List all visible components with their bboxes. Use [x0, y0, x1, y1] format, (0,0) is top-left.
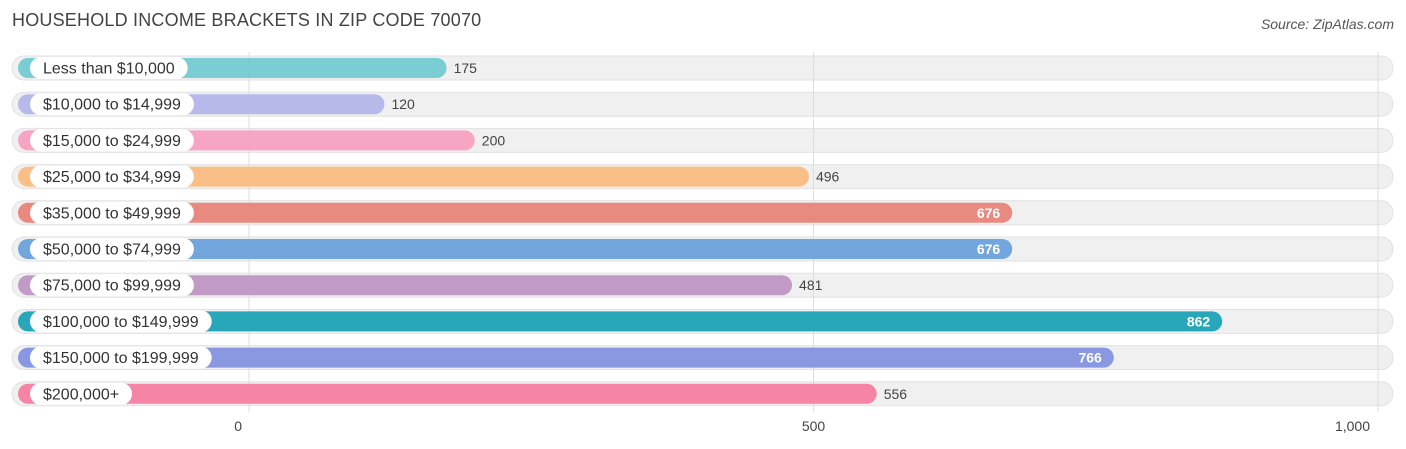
- category-label: $150,000 to $199,999: [43, 350, 199, 367]
- bar: [18, 166, 809, 187]
- category-label: Less than $10,000: [43, 61, 175, 78]
- x-tick-label: 0: [234, 418, 242, 434]
- bar: [18, 239, 1013, 259]
- x-tick-label: 1,000: [1335, 418, 1370, 434]
- value-label: 496: [816, 169, 840, 185]
- category-label: $75,000 to $99,999: [43, 278, 181, 295]
- value-label: 481: [799, 277, 823, 293]
- bar: [18, 275, 793, 296]
- value-label: 862: [1187, 313, 1211, 329]
- value-label: 556: [884, 386, 908, 402]
- category-pill: [30, 274, 194, 297]
- x-tick-label: 500: [802, 418, 826, 434]
- category-label: $100,000 to $149,999: [43, 314, 199, 331]
- category-pill: [30, 310, 212, 333]
- category-label: $15,000 to $24,999: [43, 133, 181, 150]
- value-label: 175: [454, 60, 478, 76]
- chart-source: Source: ZipAtlas.com: [1260, 16, 1394, 32]
- value-label: 200: [482, 132, 506, 148]
- category-pill: [30, 201, 194, 224]
- value-label: 676: [977, 205, 1001, 221]
- category-pill: [30, 238, 194, 260]
- value-label: 676: [977, 241, 1001, 257]
- bar: [18, 202, 1013, 223]
- value-label: 120: [391, 96, 415, 112]
- category-pill: [30, 346, 212, 369]
- category-pill: [30, 129, 194, 152]
- bar: [18, 383, 877, 404]
- bar: [18, 311, 1223, 332]
- category-pill: [30, 93, 194, 116]
- chart-title: HOUSEHOLD INCOME BRACKETS IN ZIP CODE 70…: [12, 10, 482, 30]
- category-label: $35,000 to $49,999: [43, 205, 181, 222]
- category-label: $200,000+: [43, 386, 119, 403]
- value-label: 766: [1078, 350, 1102, 366]
- category-label: $50,000 to $74,999: [43, 242, 181, 259]
- category-label: $10,000 to $14,999: [43, 97, 181, 114]
- bar: [18, 347, 1114, 368]
- category-pill: [30, 165, 194, 188]
- category-pill: [30, 382, 133, 405]
- category-label: $25,000 to $34,999: [43, 169, 181, 186]
- category-pill: [30, 57, 188, 79]
